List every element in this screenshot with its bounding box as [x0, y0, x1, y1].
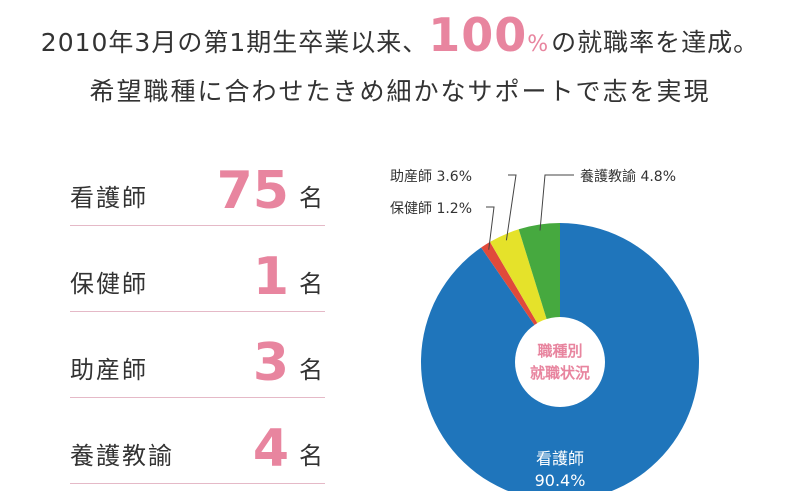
callout-label-school-nurse: 養護教諭 4.8% — [580, 168, 676, 185]
employment-rate-unit: % — [527, 32, 550, 57]
stat-label: 助産師 — [70, 356, 148, 384]
callout-line-school-nurse — [539, 174, 574, 231]
callout-line-midwife — [505, 174, 517, 241]
slice-value-nurse: 90.4% — [535, 471, 586, 490]
stat-value: 4 — [252, 419, 289, 479]
stat-row-public-health-nurse: 保健師 1 名 — [70, 226, 325, 312]
stat-unit: 名 — [299, 184, 323, 212]
headline-suffix: の就職率を達成。 — [551, 28, 760, 57]
stat-label: 養護教諭 — [70, 442, 174, 470]
pie-center-hole — [515, 317, 605, 407]
stat-value: 1 — [252, 247, 289, 307]
stat-label: 保健師 — [70, 270, 148, 298]
stat-value: 3 — [252, 333, 289, 393]
stat-unit: 名 — [299, 442, 323, 470]
callout-label-public-health-nurse: 保健師 1.2% — [390, 201, 472, 217]
pie-center-title: 職種別 — [537, 342, 582, 360]
employment-rate-value: 100 — [428, 8, 528, 62]
callout-label-midwife: 助産師 3.6% — [390, 169, 472, 185]
stat-value: 75 — [216, 161, 289, 221]
callout-line-public-health-nurse — [486, 206, 495, 250]
stat-row-nurse: 看護師 75 名 — [70, 161, 325, 226]
stat-row-midwife: 助産師 3 名 — [70, 312, 325, 398]
stat-unit: 名 — [299, 356, 323, 384]
stats-list: 看護師 75 名 保健師 1 名 助産師 3 名 養護教諭 4 名 — [70, 161, 325, 484]
stat-unit: 名 — [299, 270, 323, 298]
headline-prefix: 2010年3月の第1期生卒業以来、 — [40, 28, 429, 57]
stat-label: 看護師 — [70, 184, 148, 212]
slice-label-nurse: 看護師 — [536, 449, 584, 468]
pie-slice-nurse — [421, 223, 699, 491]
employment-pie-chart: 職種別就職状況看護師 90.4% 保健師 1.2% 助産師 3.6% 養護教諭 4.8% — [380, 150, 800, 491]
headline-line-2: 希望職種に合わせたきめ細かなサポートで志を実現 — [89, 77, 711, 106]
headline-line-1: 2010年3月の第1期生卒業以来、100%の就職率を達成。 — [0, 8, 800, 62]
pie-center-title: 就職状況 — [530, 364, 590, 382]
stat-row-school-nurse: 養護教諭 4 名 — [70, 398, 325, 484]
